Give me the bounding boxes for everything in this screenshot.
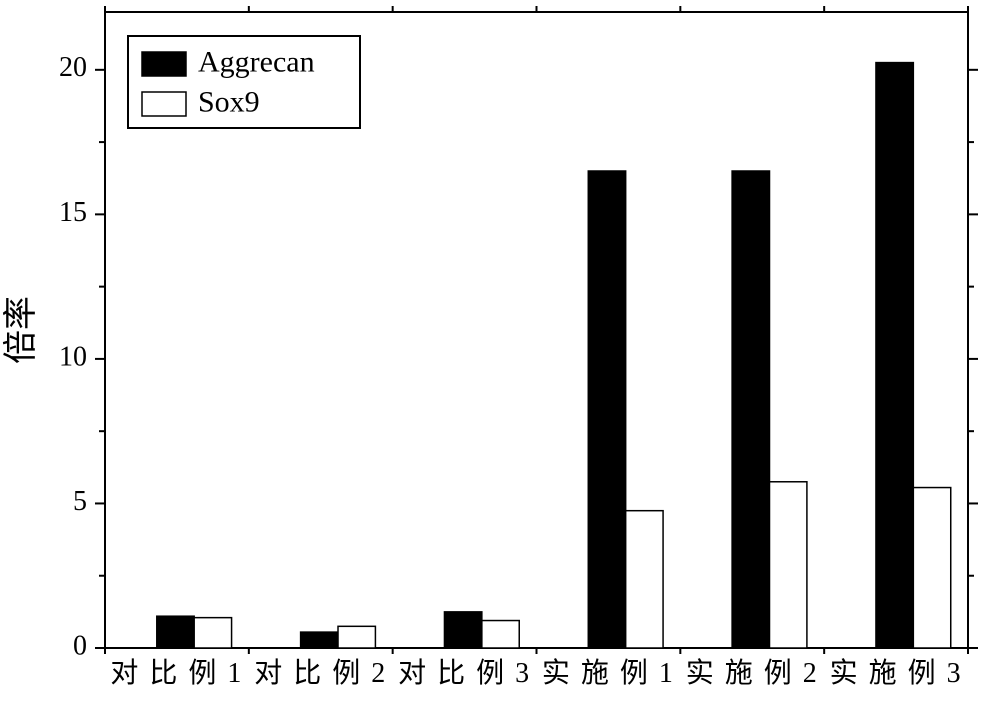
legend-swatch (142, 52, 186, 76)
ytick-label: 0 (73, 630, 87, 661)
bar-sox9 (194, 618, 231, 648)
legend-label: Sox9 (198, 86, 260, 119)
bar-aggrecan (301, 632, 338, 648)
y-axis-label: 倍率 (2, 296, 40, 364)
bar-aggrecan (588, 171, 625, 648)
bar-aggrecan (876, 63, 913, 648)
xtick-label: 对 比 例 2 (254, 657, 387, 689)
ytick-label: 10 (59, 341, 87, 372)
legend-label: Aggrecan (198, 46, 315, 79)
bar-sox9 (913, 488, 950, 648)
xtick-label: 对 比 例 1 (110, 657, 243, 689)
xtick-label: 对 比 例 3 (398, 657, 531, 689)
bar-sox9 (482, 621, 519, 648)
xtick-label: 实 施 例 2 (686, 657, 819, 689)
legend-swatch (142, 92, 186, 116)
bar-sox9 (626, 511, 663, 648)
chart-container: 0 5 10 15 20 对 比 例 1 对 比 例 2 对 比 例 3 实 施 例 1 实 施 … (0, 0, 1000, 708)
bar-sox9 (770, 482, 807, 648)
bar-sox9 (338, 626, 375, 648)
bar-aggrecan (732, 171, 769, 648)
bar-aggrecan (444, 612, 481, 648)
bar-aggrecan (157, 616, 194, 648)
xtick-label: 实 施 例 3 (830, 657, 963, 689)
bar-chart: 0 5 10 15 20 对 比 例 1 对 比 例 2 对 比 例 3 实 施 例 1 实 施 … (0, 0, 1000, 708)
ytick-label: 15 (59, 197, 87, 228)
ytick-label: 5 (73, 486, 87, 517)
xtick-label: 实 施 例 1 (542, 657, 675, 689)
ytick-label: 20 (59, 52, 87, 83)
